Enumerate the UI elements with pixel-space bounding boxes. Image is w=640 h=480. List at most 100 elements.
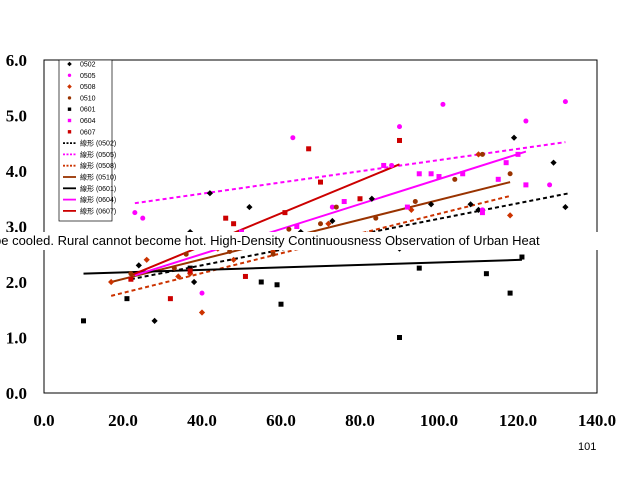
x-tick-label: 60.0: [266, 411, 296, 430]
data-point: [519, 254, 525, 260]
y-tick-label: 1.0: [6, 329, 27, 348]
x-tick-label: 100.0: [420, 411, 458, 430]
data-point: [294, 224, 300, 229]
y-tick-label: 3.0: [6, 218, 27, 237]
data-point: [416, 265, 422, 271]
data-point: [507, 171, 513, 177]
legend-label: 0505: [80, 73, 96, 80]
data-point: [135, 262, 142, 269]
legend-label: 0601: [80, 107, 96, 114]
data-point: [167, 296, 173, 302]
legend-swatch-marker: [67, 130, 72, 134]
legend-swatch-marker: [67, 73, 72, 78]
legend-swatch-marker: [67, 107, 72, 111]
y-tick-label: 0.0: [6, 384, 27, 403]
data-point: [81, 318, 86, 324]
data-point: [507, 212, 514, 219]
overlay-caption-text: be cooled. Rural cannot become hot. High…: [0, 232, 640, 250]
legend-label: 0510: [80, 95, 96, 102]
legend-label: 0604: [80, 118, 96, 125]
data-point: [452, 176, 458, 182]
x-tick-label: 120.0: [499, 411, 537, 430]
data-point: [416, 171, 422, 177]
data-point: [242, 273, 248, 279]
data-point: [258, 279, 264, 285]
x-tick-label: 140.0: [578, 411, 616, 430]
data-point: [475, 151, 482, 158]
legend-label: 0607: [80, 129, 96, 136]
data-point: [550, 159, 557, 166]
data-point: [282, 210, 288, 216]
data-point: [467, 201, 474, 208]
data-point: [404, 204, 410, 210]
data-point: [171, 265, 177, 271]
data-point: [151, 317, 158, 324]
data-point: [460, 171, 466, 177]
data-point: [175, 273, 182, 280]
data-point: [270, 251, 276, 257]
x-tick-label: 0.0: [33, 411, 54, 430]
data-point: [436, 174, 442, 180]
data-point: [479, 151, 485, 157]
data-point: [198, 309, 206, 316]
data-point: [428, 171, 434, 177]
data-point: [206, 190, 213, 197]
legend: 0502 0505 0508 0510 0601 0604 0607 線形 (0502) 線形 …: [58, 59, 116, 222]
data-point: [440, 101, 446, 107]
data-point: [270, 248, 277, 255]
data-point: [286, 226, 292, 232]
y-tick-label: 5.0: [6, 107, 27, 126]
data-point: [183, 251, 189, 257]
data-point: [562, 99, 568, 105]
legend-swatch-marker: [67, 96, 72, 100]
data-point: [373, 215, 379, 221]
legend-label: 線形 (0505): [80, 150, 116, 159]
data-point: [325, 220, 332, 227]
data-point: [227, 248, 233, 254]
data-point: [128, 271, 134, 277]
legend-swatch-marker: [67, 61, 72, 67]
y-tick-label: 2.0: [6, 273, 27, 292]
data-point: [510, 134, 518, 141]
data-point: [562, 203, 569, 211]
data-point: [341, 199, 347, 205]
legend-label: 線形 (0601): [80, 184, 116, 193]
x-tick-label: 80.0: [345, 411, 375, 430]
data-point: [140, 215, 146, 221]
trendline: [134, 141, 566, 205]
slide-number: 101: [578, 441, 597, 453]
data-point: [397, 137, 402, 143]
data-point: [223, 215, 229, 221]
plot-area: [43, 59, 598, 394]
data-point: [483, 271, 489, 277]
legend-label: 線形 (0604): [80, 195, 116, 204]
data-point: [290, 135, 296, 141]
x-axis-ticks: 0.0 20.0 40.0 60.0 80.0 100.0 120.0 140.0: [33, 411, 616, 430]
legend-label: 線形 (0510): [80, 173, 116, 182]
legend-label: 線形 (0502): [80, 139, 116, 148]
y-axis-ticks: 0.0 1.0 2.0 3.0 4.0 5.0 6.0: [6, 51, 27, 403]
legend-label: 線形 (0607): [80, 206, 116, 215]
data-point: [368, 195, 375, 202]
y-tick-label: 6.0: [6, 51, 27, 70]
data-point: [128, 276, 134, 282]
data-point: [515, 151, 521, 157]
data-point: [495, 176, 501, 182]
data-point: [306, 146, 312, 152]
data-point: [412, 199, 418, 205]
data-point: [357, 196, 363, 202]
data-point: [408, 206, 415, 213]
data-point: [507, 290, 513, 296]
legend-swatch-marker: [67, 84, 72, 89]
data-point: [397, 124, 402, 130]
data-point: [124, 296, 130, 302]
data-point: [329, 204, 335, 210]
data-point: [318, 179, 323, 185]
legend-entries: 0502 0505 0508 0510 0601 0604 0607 線形 (0502) 線形 …: [63, 61, 116, 215]
data-point: [108, 278, 115, 286]
data-point: [191, 278, 198, 286]
data-point: [246, 203, 253, 211]
data-point: [274, 282, 280, 288]
data-point: [503, 160, 509, 166]
